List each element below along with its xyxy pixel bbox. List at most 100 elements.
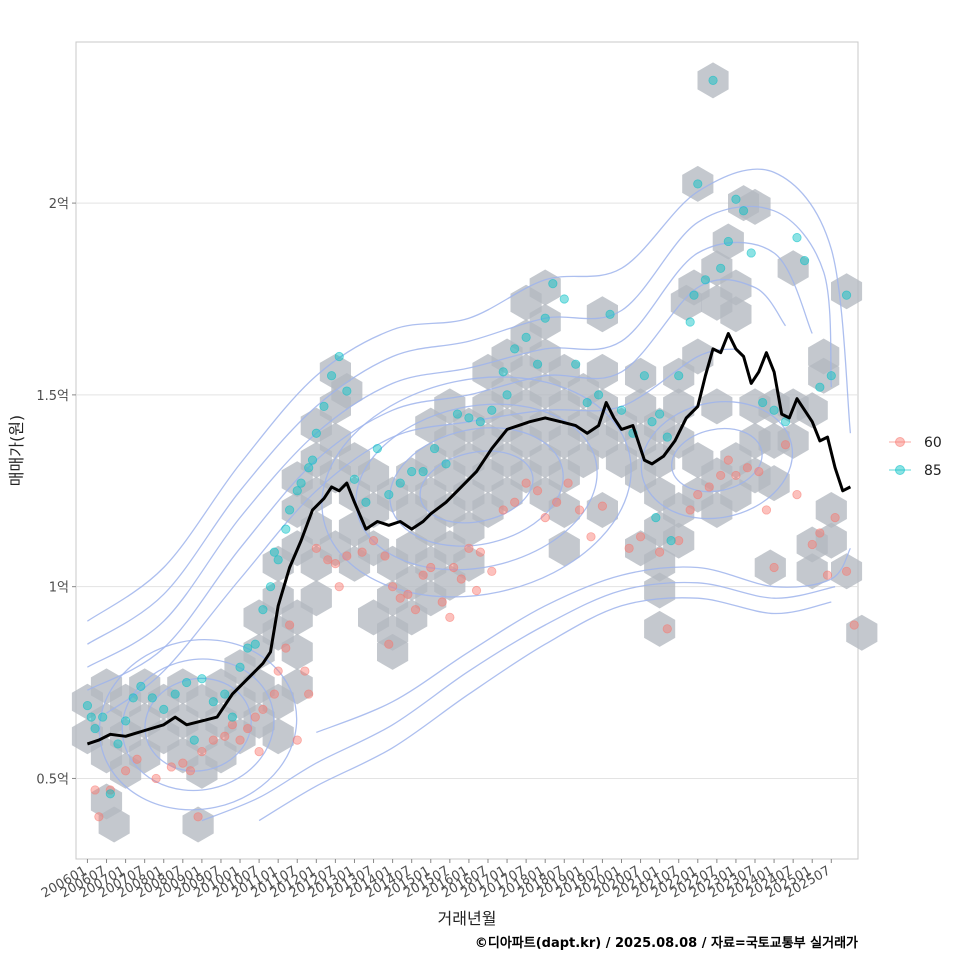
point-series-60 [769,562,779,573]
point-series-85 [86,712,96,722]
point-series-60 [330,559,340,569]
point-series-60 [487,566,497,576]
point-series-85 [220,689,230,699]
point-series-60 [273,666,283,676]
density-contour-ring [389,427,564,547]
point-series-60 [674,536,684,546]
point-series-60 [94,812,104,822]
point-series-85 [758,397,768,408]
point-series-60 [357,547,367,557]
density-contour-ring [98,639,298,811]
point-series-85 [113,739,123,749]
point-series-60 [323,555,333,565]
point-series-60 [841,566,852,576]
hexbin-cell [682,165,714,202]
point-series-85 [208,697,218,707]
density-contour-line [87,168,852,622]
point-series-85 [616,405,627,415]
point-series-60 [807,539,817,550]
point-series-60 [166,762,176,772]
point-series-85 [349,474,360,484]
point-series-60 [475,547,485,557]
point-series-85 [559,294,569,304]
point-series-85 [307,455,318,465]
legend: 60 85 [889,435,942,479]
point-series-85 [128,693,138,703]
trend-line-layer [86,332,852,746]
point-series-60 [792,490,802,500]
point-series-60 [437,597,447,607]
hexbin-cell [777,422,809,459]
hexbin-cell [720,296,752,333]
y-axis-title: 매매가(원) [7,415,26,486]
point-series-60 [552,497,562,507]
point-series-85 [639,371,649,381]
point-series-60 [761,505,772,515]
point-series-85 [285,505,295,515]
point-series-85 [540,313,550,323]
point-series-60 [597,501,608,511]
hexbin-cell [815,522,847,559]
point-series-60 [342,551,352,561]
hexbin-cell [712,223,744,260]
x-axis-title: 거래년월 [438,909,497,928]
point-series-60 [464,543,474,553]
density-contour-ring [419,450,534,524]
point-series-60 [635,532,646,542]
point-series-85 [258,605,268,615]
point-series-60 [380,551,390,561]
point-series-60 [849,620,859,630]
point-series-60 [235,735,245,745]
point-series-85 [326,371,337,381]
point-series-85 [292,486,302,496]
point-series-85 [227,712,237,722]
point-series-85 [452,409,463,419]
source-caption: ©디아파트(dapt.kr) / 2025.08.08 / 자료=국토교통부 실… [474,936,858,951]
density-contour-line [106,348,737,714]
point-series-85 [361,497,371,507]
hexbin-cell [796,392,828,429]
point-series-85 [384,490,394,500]
point-series-60 [304,689,314,699]
point-series-60 [151,773,161,784]
y-tick-label: 0.5억 [36,772,69,787]
point-series-60 [250,712,260,722]
density-contour-line [87,278,787,691]
legend-key-85 [895,465,905,475]
point-series-85 [265,582,276,592]
point-series-60 [471,585,482,596]
point-series-60 [311,543,321,553]
point-series-60 [445,612,455,622]
point-series-60 [132,754,142,764]
point-series-60 [258,704,268,715]
point-series-60 [285,620,295,630]
point-series-85 [189,735,199,745]
density-contour-line [87,205,832,645]
point-series-85 [647,417,657,427]
point-series-85 [243,643,253,653]
point-series-60 [90,785,100,795]
point-series-85 [521,332,531,342]
point-series-60 [754,466,764,477]
point-series-85 [693,179,703,189]
point-series-60 [418,570,428,580]
y-tick-label: 1.5억 [36,389,69,404]
density-contour-ring [321,376,632,598]
point-series-85 [731,194,741,204]
point-series-60 [510,497,520,507]
trend-line [86,332,852,746]
point-series-85 [136,681,146,691]
hexbin-cell [586,353,618,390]
point-series-60 [704,482,714,492]
point-series-60 [624,543,634,553]
point-series-60 [292,735,302,745]
point-series-85 [548,279,558,289]
point-series-60 [300,666,310,676]
hexbin-cell [831,553,863,590]
density-contour-ring [640,400,794,520]
point-series-60 [395,593,405,603]
hexbin-cell [663,522,695,559]
density-contour-ring [670,427,763,493]
point-series-60 [815,528,825,538]
point-series-85 [250,639,260,649]
